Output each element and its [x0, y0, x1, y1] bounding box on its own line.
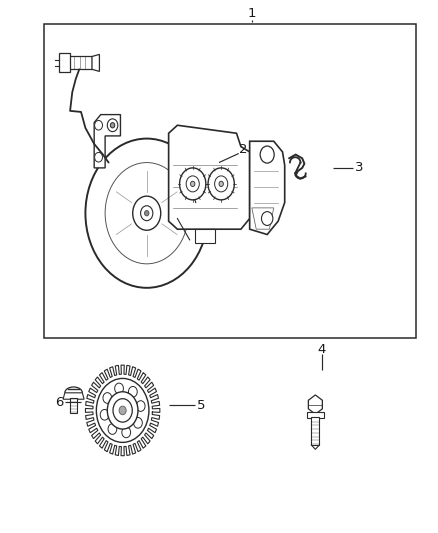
Circle shape: [122, 427, 131, 438]
Polygon shape: [85, 365, 160, 456]
Bar: [307, 412, 324, 418]
Circle shape: [107, 392, 138, 429]
Circle shape: [260, 146, 274, 163]
Text: 6: 6: [55, 396, 64, 409]
Polygon shape: [63, 393, 84, 399]
Circle shape: [96, 378, 149, 442]
Circle shape: [215, 176, 228, 192]
Circle shape: [100, 409, 109, 420]
Circle shape: [108, 424, 117, 434]
Text: 2: 2: [239, 143, 247, 156]
Bar: [311, 417, 319, 445]
Circle shape: [186, 176, 199, 192]
Circle shape: [119, 406, 126, 415]
Circle shape: [141, 206, 153, 221]
Bar: [70, 398, 77, 413]
Polygon shape: [250, 141, 285, 235]
Circle shape: [133, 196, 161, 230]
Polygon shape: [252, 208, 274, 229]
Polygon shape: [169, 125, 250, 229]
Circle shape: [261, 212, 273, 225]
Circle shape: [208, 168, 234, 200]
Polygon shape: [68, 56, 92, 69]
Circle shape: [191, 181, 195, 187]
Circle shape: [103, 393, 112, 403]
Circle shape: [219, 181, 223, 187]
Text: 1: 1: [247, 7, 256, 20]
Circle shape: [145, 211, 149, 216]
Circle shape: [113, 399, 132, 422]
Circle shape: [95, 152, 102, 162]
Circle shape: [136, 401, 145, 411]
Circle shape: [115, 383, 124, 394]
Circle shape: [128, 386, 137, 397]
Polygon shape: [92, 54, 99, 71]
Circle shape: [107, 119, 118, 132]
Text: 4: 4: [318, 343, 326, 356]
Circle shape: [180, 168, 206, 200]
Polygon shape: [94, 115, 120, 168]
Circle shape: [95, 120, 102, 130]
Circle shape: [85, 139, 208, 288]
Polygon shape: [195, 229, 215, 243]
Polygon shape: [308, 395, 322, 414]
Bar: [44, 24, 416, 338]
Text: 3: 3: [355, 161, 364, 174]
Circle shape: [105, 163, 188, 264]
Circle shape: [134, 417, 142, 428]
Text: 5: 5: [197, 399, 206, 411]
Circle shape: [110, 123, 115, 128]
Polygon shape: [59, 53, 70, 72]
